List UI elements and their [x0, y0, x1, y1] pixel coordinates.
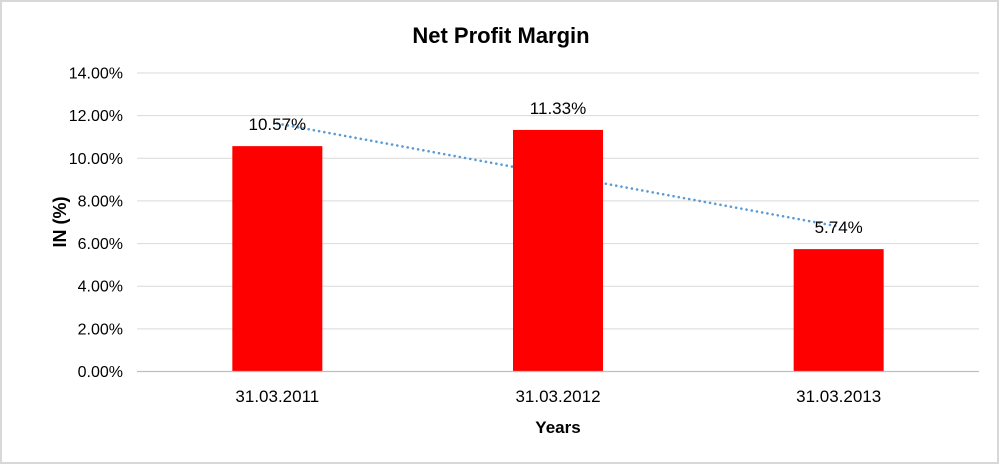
- y-tick-label: 8.00%: [78, 193, 123, 210]
- data-label: 5.74%: [815, 218, 863, 237]
- bar: [513, 129, 603, 372]
- y-tick-label: 0.00%: [78, 364, 123, 381]
- y-tick-label: 10.00%: [69, 151, 123, 168]
- y-axis-title: IN (%): [50, 197, 70, 248]
- x-tick-label: 31.03.2011: [235, 387, 319, 406]
- chart-title: Net Profit Margin: [412, 23, 589, 48]
- data-label: 11.33%: [530, 99, 586, 118]
- y-tick-label: 12.00%: [69, 108, 123, 125]
- bar: [793, 249, 884, 372]
- y-tick-label: 6.00%: [78, 236, 123, 253]
- y-tick-label: 14.00%: [69, 66, 123, 83]
- y-tick-label: 4.00%: [78, 279, 123, 296]
- bar: [232, 146, 323, 372]
- y-tick-label: 2.00%: [78, 321, 123, 338]
- x-tick-label: 31.03.2013: [796, 387, 881, 406]
- x-axis-title: Years: [535, 418, 580, 437]
- x-tick-label: 31.03.2012: [515, 387, 600, 406]
- data-label: 10.57%: [248, 115, 306, 134]
